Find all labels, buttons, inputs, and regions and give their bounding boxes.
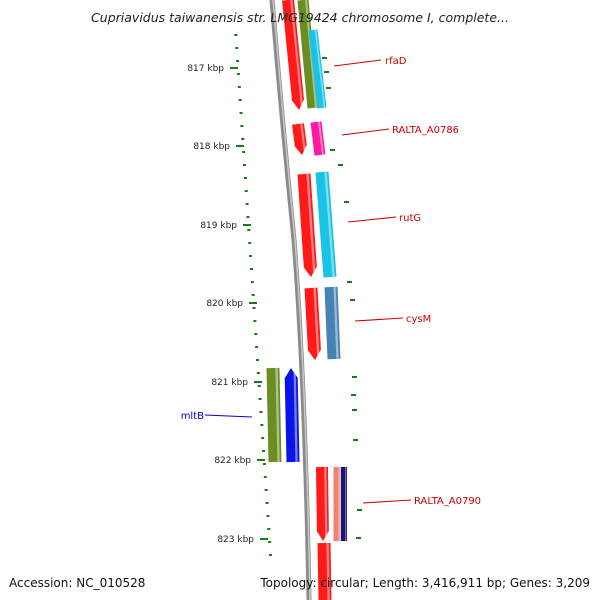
gene-label-ralta-a0790[interactable]: RALTA_A0790 xyxy=(414,496,481,507)
gene-rfad[interactable] xyxy=(282,0,304,110)
scale-label: 818 kbp xyxy=(193,142,230,152)
gene-label-rutg[interactable]: rutG xyxy=(399,213,421,224)
gene-rfad-rna[interactable] xyxy=(308,29,327,109)
gene-label-ralta-a0786[interactable]: RALTA_A0786 xyxy=(392,125,459,136)
scale-label: 823 kbp xyxy=(217,535,254,545)
scale-label: 820 kbp xyxy=(206,299,243,309)
gene-label-mltb[interactable]: mltB xyxy=(181,411,204,422)
gene-ralta-a0786-cds[interactable] xyxy=(310,121,326,156)
gene-cysm[interactable] xyxy=(304,287,321,360)
gene-ralta-a0790-cds[interactable] xyxy=(333,467,341,541)
gene-ralta-a0786[interactable] xyxy=(292,123,307,155)
gene-rutg[interactable] xyxy=(297,173,317,277)
chromosome-backbone-highlight xyxy=(272,0,311,600)
chromosome-backbone xyxy=(269,0,312,600)
map-title: Cupriavidus taiwanensis str. LMG19424 ch… xyxy=(91,10,509,25)
gene-label-cysm[interactable]: cysM xyxy=(406,314,431,325)
scale-label: 822 kbp xyxy=(214,456,251,466)
gene-mltb[interactable] xyxy=(284,367,300,463)
leader-line-mltb xyxy=(204,414,253,418)
scale-label: 817 kbp xyxy=(187,64,224,74)
scale-labels: 817 kbp 818 kbp 819 kbp 820 kbp 821 kbp 822 k… xyxy=(187,64,268,545)
leader-line-rfad xyxy=(333,59,382,67)
gene-cysm-cds[interactable] xyxy=(324,286,341,360)
topology-text: Topology: circular; Length: 3,416,911 bp… xyxy=(260,576,590,590)
gene-rutg-cds[interactable] xyxy=(315,171,337,278)
scale-label: 821 kbp xyxy=(211,378,248,388)
gene-labels: rfaD RALTA_A0786 rutG cysM mltB RALTA_A0790 xyxy=(181,56,481,507)
gene-label-rfad[interactable]: rfaD xyxy=(385,56,407,67)
gene-ralta-a0790[interactable] xyxy=(316,466,329,541)
scale-ticks xyxy=(234,34,362,556)
gene-next[interactable] xyxy=(317,542,332,600)
accession-text: Accession: NC_010528 xyxy=(9,576,146,590)
leader-line-rutg xyxy=(347,216,397,223)
gene-ralta-a0790-rna[interactable] xyxy=(341,467,347,541)
gene-mltb-cds[interactable] xyxy=(266,367,282,463)
scale-label: 819 kbp xyxy=(200,221,237,231)
leader-line-ralta-a0790 xyxy=(362,499,412,504)
leader-line-ralta-a0786 xyxy=(341,128,390,136)
leader-line-cysm xyxy=(354,317,404,322)
gene-rfad-cds[interactable] xyxy=(297,0,319,109)
gene-features xyxy=(266,0,347,600)
